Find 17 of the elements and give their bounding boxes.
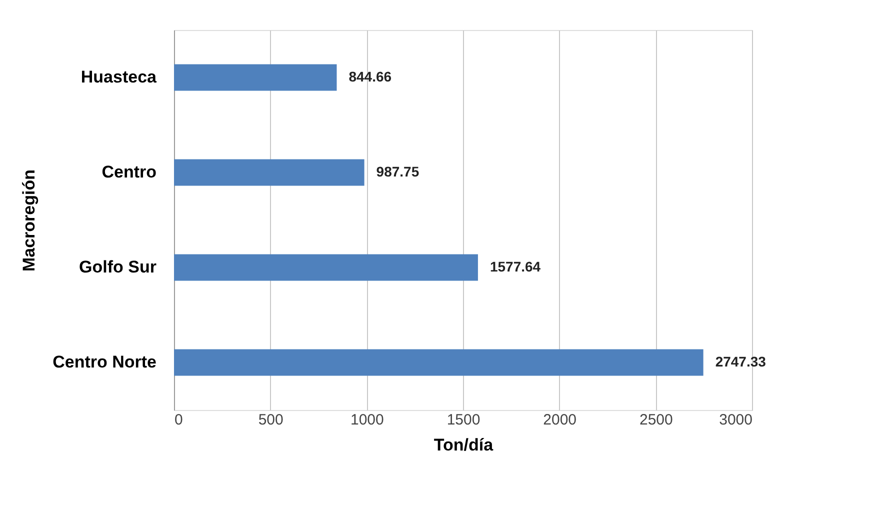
y-tick-label: Centro Norte [52, 352, 156, 372]
y-tick-label: Huasteca [80, 68, 158, 86]
x-tick-label: 500 [258, 412, 284, 428]
x-tick-label: 2500 [639, 412, 673, 428]
x-axis-title: Ton/día [434, 436, 494, 454]
x-tick-label: 2000 [543, 412, 577, 428]
x-tick-label: 1000 [350, 412, 384, 428]
x-tick-label: 1500 [446, 412, 480, 428]
data-label: 2747.33 [715, 354, 766, 370]
x-tick-label: 0 [174, 412, 183, 428]
data-label: 1577.64 [490, 258, 541, 274]
data-label: 844.66 [348, 68, 392, 84]
y-tick-label: Centro [102, 162, 156, 182]
y-axis-title: Macroregión [20, 169, 39, 272]
y-tick-label: Golfo Sur [79, 258, 157, 276]
data-label: 987.75 [376, 164, 420, 180]
x-tick-label: 3000 [719, 412, 752, 428]
